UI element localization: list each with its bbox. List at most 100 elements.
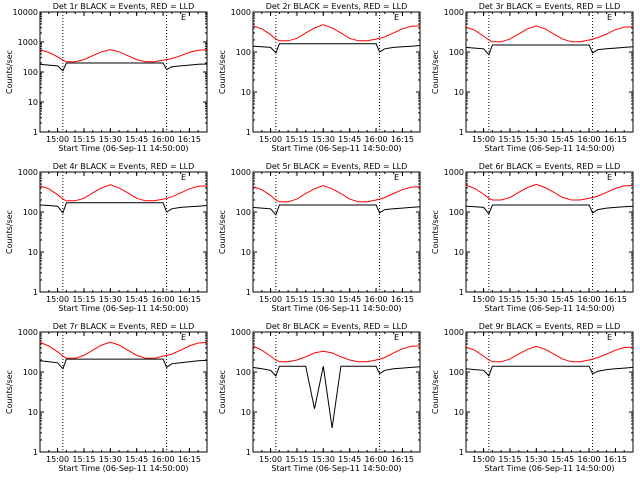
lld-series-line <box>39 49 208 63</box>
x-tick-label: 15:00 <box>46 135 69 144</box>
x-axis-label: Start Time (06-Sep-11 14:50:00) <box>271 304 401 313</box>
lld-series-line <box>465 25 634 43</box>
events-series-line <box>39 62 208 72</box>
plot-frame <box>39 171 208 293</box>
x-tick-label: 16:00 <box>578 135 601 144</box>
x-tick-label: 16:00 <box>365 455 388 464</box>
y-tick-label: 100 <box>449 208 464 217</box>
events-series-line <box>252 204 421 216</box>
x-tick-label: 16:15 <box>604 135 627 144</box>
x-tick-label: 15:00 <box>259 135 282 144</box>
y-tick-label: 10 <box>241 88 251 97</box>
corner-label: E <box>394 333 399 342</box>
y-tick-label: 1 <box>459 448 464 457</box>
x-tick-label: 16:15 <box>604 455 627 464</box>
y-tick-label: 1 <box>246 448 251 457</box>
y-tick-label: 100 <box>449 48 464 57</box>
x-tick-label: 15:30 <box>99 295 122 304</box>
panel-title: Det 3r BLACK = Events, RED = LLD <box>479 2 621 11</box>
x-tick-label: 15:15 <box>72 455 95 464</box>
plot-frame <box>252 171 421 293</box>
events-series-line <box>39 202 208 214</box>
y-tick-label: 100 <box>23 68 38 77</box>
corner-label: E <box>181 173 186 182</box>
y-axis-label: Counts/sec <box>5 370 14 414</box>
events-series-line <box>465 204 634 215</box>
y-tick-label: 1000 <box>231 8 251 17</box>
x-tick-label: 15:00 <box>472 295 495 304</box>
panel-title: Det 9r BLACK = Events, RED = LLD <box>479 322 621 331</box>
plot-frame <box>252 331 421 453</box>
y-tick-label: 10 <box>454 88 464 97</box>
x-tick-label: 15:30 <box>312 455 335 464</box>
x-axis-label: Start Time (06-Sep-11 14:50:00) <box>271 464 401 473</box>
x-axis-label: Start Time (06-Sep-11 14:50:00) <box>484 144 614 153</box>
x-tick-label: 16:00 <box>152 135 175 144</box>
panel-title: Det 7r BLACK = Events, RED = LLD <box>53 322 195 331</box>
y-tick-label: 1000 <box>444 328 464 337</box>
y-tick-label: 1000 <box>231 168 251 177</box>
y-tick-label: 1 <box>246 128 251 137</box>
plot-frame <box>252 11 421 133</box>
x-tick-label: 16:15 <box>178 295 201 304</box>
y-tick-label: 100 <box>236 208 251 217</box>
y-tick-label: 10 <box>28 98 38 107</box>
x-tick-label: 16:15 <box>604 295 627 304</box>
events-series-line <box>252 43 421 54</box>
x-tick-label: 15:15 <box>285 135 308 144</box>
y-tick-label: 1 <box>33 288 38 297</box>
x-tick-label: 15:45 <box>551 135 574 144</box>
x-tick-label: 15:15 <box>72 295 95 304</box>
y-tick-label: 10 <box>454 248 464 257</box>
plot-frame <box>39 331 208 453</box>
y-tick-label: 100 <box>23 208 38 217</box>
y-tick-label: 100 <box>236 48 251 57</box>
y-axis-label: Counts/sec <box>5 50 14 94</box>
lld-series-line <box>465 183 634 201</box>
y-tick-label: 10 <box>28 408 38 417</box>
x-tick-label: 16:00 <box>152 295 175 304</box>
x-axis-label: Start Time (06-Sep-11 14:50:00) <box>58 464 188 473</box>
y-tick-label: 1000 <box>18 328 38 337</box>
x-axis-label: Start Time (06-Sep-11 14:50:00) <box>484 304 614 313</box>
x-tick-label: 15:45 <box>338 455 361 464</box>
x-tick-label: 15:00 <box>46 455 69 464</box>
corner-label: E <box>394 173 399 182</box>
panel-title: Det 2r BLACK = Events, RED = LLD <box>266 2 408 11</box>
plot-frame <box>465 171 634 293</box>
y-tick-label: 10000 <box>13 8 38 17</box>
x-axis-label: Start Time (06-Sep-11 14:50:00) <box>484 464 614 473</box>
plot-frame <box>39 11 208 133</box>
lld-series-line <box>252 184 421 203</box>
x-tick-label: 15:15 <box>498 455 521 464</box>
corner-label: E <box>607 333 612 342</box>
x-tick-label: 15:15 <box>285 455 308 464</box>
plot-frame <box>465 11 634 133</box>
panel-title: Det 6r BLACK = Events, RED = LLD <box>479 162 621 171</box>
corner-label: E <box>181 333 186 342</box>
y-tick-label: 10 <box>454 408 464 417</box>
lld-series-line <box>465 345 634 363</box>
x-tick-label: 15:45 <box>125 135 148 144</box>
x-tick-label: 16:15 <box>391 455 414 464</box>
y-tick-label: 1 <box>33 448 38 457</box>
x-tick-label: 15:00 <box>472 135 495 144</box>
x-tick-label: 15:00 <box>259 295 282 304</box>
x-tick-label: 15:30 <box>525 135 548 144</box>
x-tick-label: 16:15 <box>391 295 414 304</box>
events-series-line <box>39 358 208 370</box>
x-tick-label: 15:00 <box>472 455 495 464</box>
x-tick-label: 16:00 <box>578 455 601 464</box>
y-tick-label: 10 <box>241 408 251 417</box>
x-tick-label: 15:30 <box>525 455 548 464</box>
events-series-line <box>465 365 634 377</box>
y-tick-label: 100 <box>449 368 464 377</box>
y-tick-label: 10 <box>28 248 38 257</box>
y-tick-label: 1000 <box>444 168 464 177</box>
panel-title: Det 4r BLACK = Events, RED = LLD <box>53 162 195 171</box>
x-tick-label: 16:15 <box>178 135 201 144</box>
x-tick-label: 16:15 <box>178 455 201 464</box>
corner-label: E <box>607 13 612 22</box>
x-tick-label: 15:45 <box>551 455 574 464</box>
